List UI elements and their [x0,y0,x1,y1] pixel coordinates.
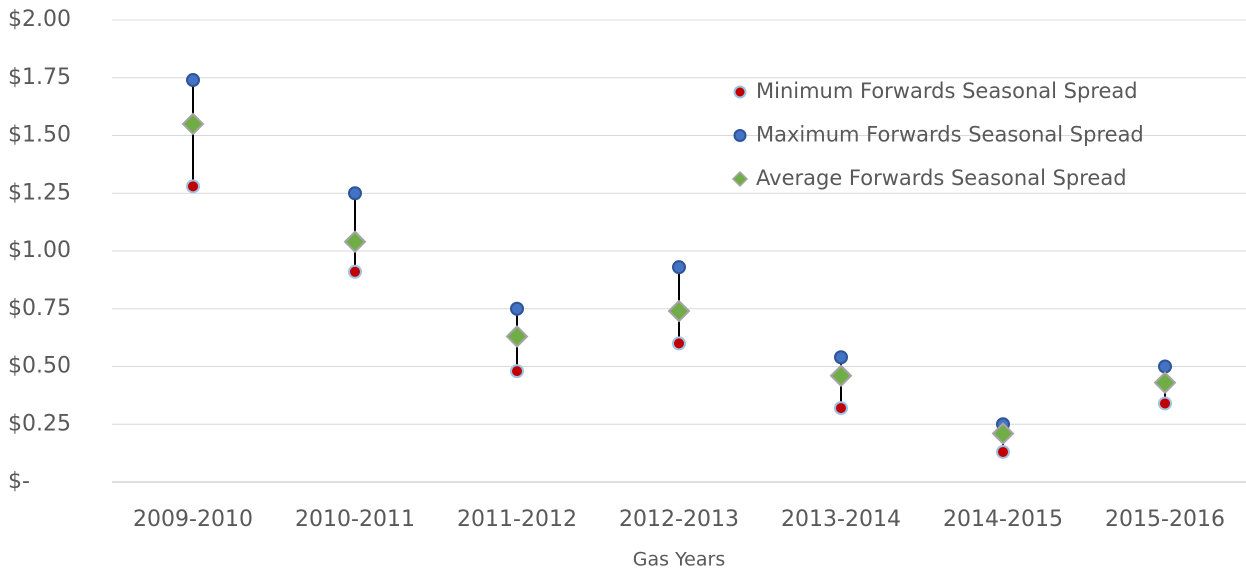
min-marker [510,364,524,379]
max-marker [1158,359,1172,374]
average-marker [343,230,367,254]
y-tick-label: $1.50 [8,123,71,148]
average-marker [667,299,691,323]
legend-label: Minimum Forwards Seasonal Spread [756,79,1138,103]
x-tick-label: 2015-2016 [1105,507,1225,532]
legend-marker [731,170,749,188]
y-tick-label: $0.25 [8,411,71,436]
average-marker [829,364,853,388]
min-marker [672,336,686,351]
average-marker [1153,371,1177,395]
max-marker [672,260,686,275]
min-marker [186,179,200,194]
x-tick-label: 2014-2015 [943,507,1063,532]
x-tick-label: 2013-2014 [781,507,901,532]
legend-marker [733,85,747,99]
max-marker [186,73,200,88]
max-marker [510,301,524,316]
average-marker [991,422,1015,445]
legend-marker [733,129,747,142]
legend-label: Average Forwards Seasonal Spread [756,166,1127,190]
x-axis-title: Gas Years [633,549,725,571]
min-marker [348,264,362,279]
max-marker [834,350,848,365]
y-tick-label: $1.00 [8,238,71,263]
x-tick-label: 2011-2012 [457,507,577,532]
y-tick-label: $0.50 [8,354,71,379]
min-marker [1158,396,1172,411]
y-tick-label: $0.75 [8,296,71,321]
x-tick-label: 2010-2011 [295,507,415,532]
y-tick-label: $- [8,469,30,494]
min-marker [834,401,848,416]
y-tick-label: $1.25 [8,180,71,205]
average-marker [181,112,205,136]
max-marker [348,186,362,201]
y-tick-label: $2.00 [8,7,71,32]
x-tick-label: 2012-2013 [619,507,739,532]
y-tick-label: $1.75 [8,65,71,90]
min-marker [996,444,1010,459]
average-marker [505,325,529,348]
x-tick-label: 2009-2010 [133,507,253,532]
legend-label: Maximum Forwards Seasonal Spread [756,123,1144,147]
